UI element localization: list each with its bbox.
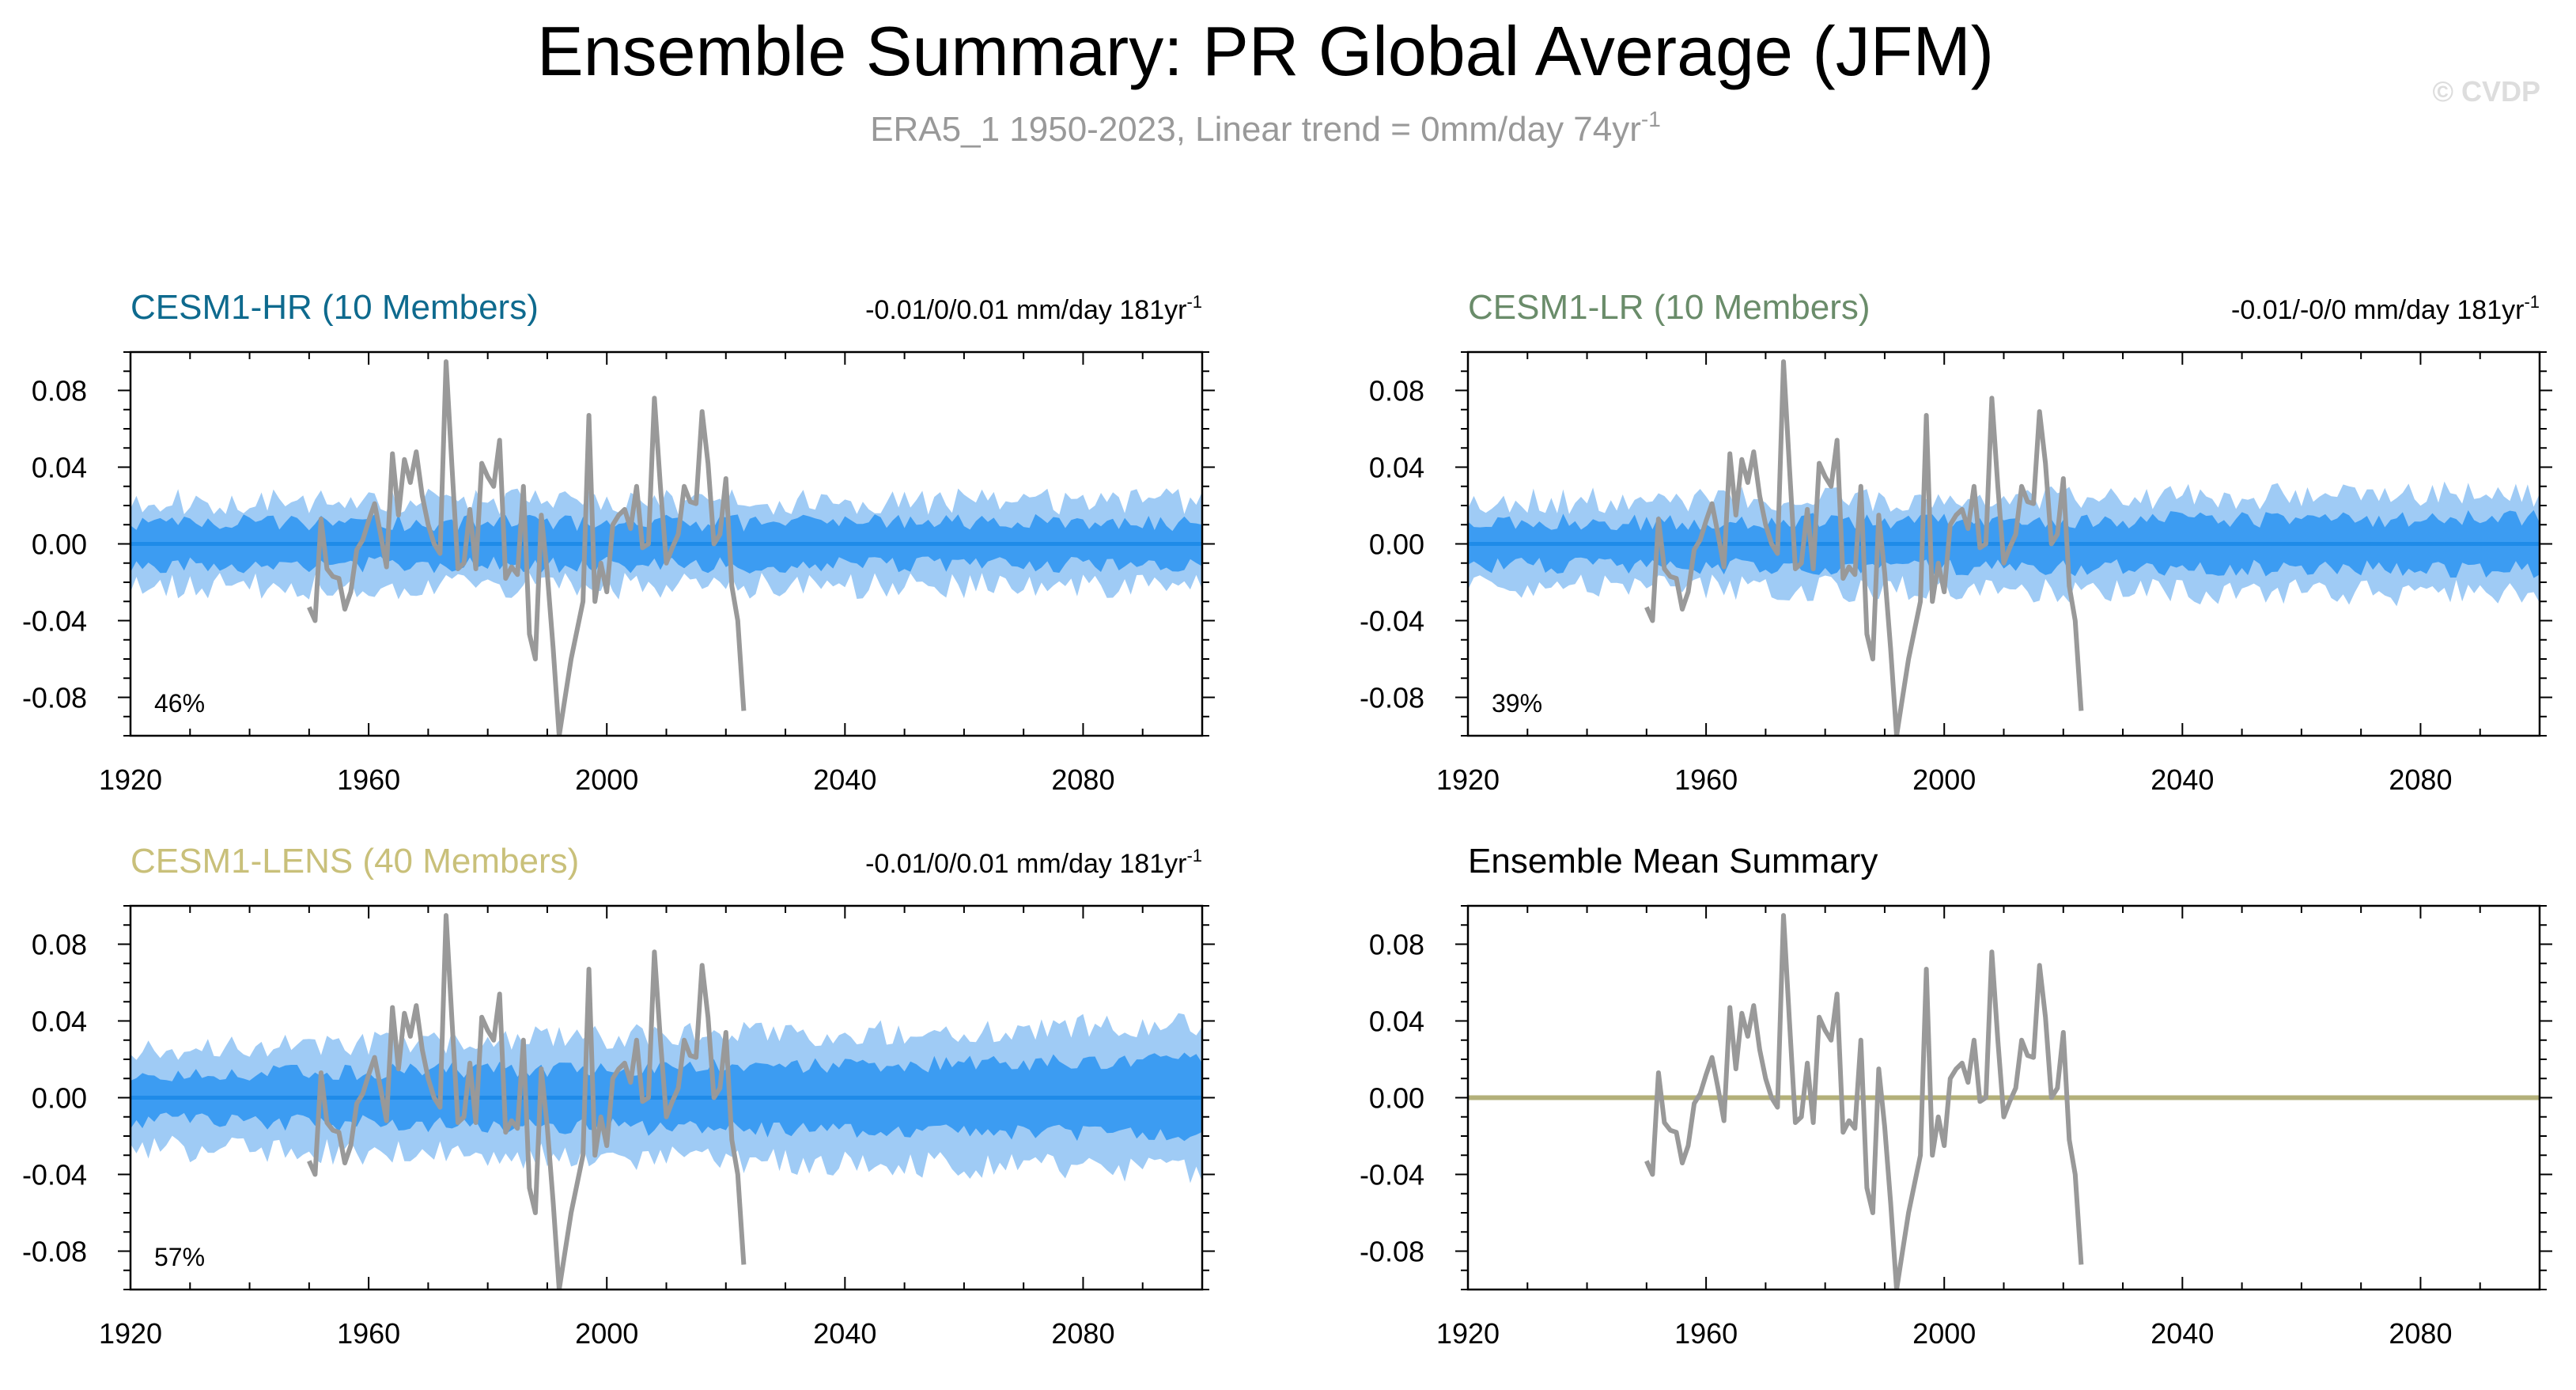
percent-label: 39% (1492, 689, 1542, 718)
x-tick-label: 2080 (2389, 1317, 2452, 1350)
percent-label: 57% (154, 1243, 205, 1271)
x-tick-label: 2000 (1912, 763, 1976, 796)
y-tick-label: 0.04 (1369, 1006, 1424, 1038)
x-tick-label: 1960 (337, 1317, 400, 1350)
observations-line (1644, 913, 2084, 1290)
x-tick-label: 1920 (99, 1317, 162, 1350)
y-tick-label: -0.08 (1360, 682, 1424, 714)
panel-title: CESM1-LR (10 Members) (1468, 288, 1871, 327)
x-tick-label: 2000 (1912, 1317, 1976, 1350)
observations-line (1644, 359, 2084, 736)
y-tick-label: 0.08 (32, 375, 87, 407)
watermark: © CVDP (2432, 75, 2540, 108)
y-tick-label: -0.08 (1360, 1236, 1424, 1268)
x-tick-label: 1960 (1674, 763, 1738, 796)
x-tick-label: 2040 (2150, 763, 2214, 796)
y-tick-label: -0.08 (22, 1236, 87, 1268)
x-tick-label: 2000 (575, 1317, 638, 1350)
panel-title: Ensemble Mean Summary (1468, 842, 1878, 881)
figure-title: Ensemble Summary: PR Global Average (JFM… (537, 12, 1994, 90)
y-tick-label: -0.04 (22, 605, 87, 638)
panel-trend-text: -0.01/0/0.01 mm/day 181yr-1 (865, 292, 1202, 325)
y-tick-label: -0.04 (22, 1159, 87, 1191)
x-tick-label: 2040 (813, 763, 876, 796)
panels: CESM1-HR (10 Members) -0.01/0/0.01 mm/day… (22, 288, 2552, 1350)
y-tick-label: 0.04 (32, 452, 87, 484)
x-tick-label: 1920 (99, 763, 162, 796)
y-tick-label: 0.04 (32, 1006, 87, 1038)
x-tick-label: 2000 (575, 763, 638, 796)
y-tick-label: 0.00 (32, 1082, 87, 1115)
figure-subtitle: ERA5_1 1950-2023, Linear trend = 0mm/day… (870, 107, 1661, 149)
panel-1: CESM1-HR (10 Members) -0.01/0/0.01 mm/day… (22, 288, 1215, 796)
x-tick-label: 1920 (1436, 763, 1500, 796)
y-tick-label: 0.08 (1369, 375, 1424, 407)
panel-title: CESM1-HR (10 Members) (131, 288, 539, 327)
y-tick-label: 0.08 (32, 929, 87, 961)
panel-4: Ensemble Mean Summary 1920 1960 2000 2040 208… (1360, 842, 2552, 1350)
percent-label: 46% (154, 689, 205, 718)
y-tick-label: -0.04 (1360, 605, 1424, 638)
x-tick-label: 2080 (1051, 1317, 1114, 1350)
y-tick-label: -0.04 (1360, 1159, 1424, 1191)
panel-trend-text: -0.01/0/0.01 mm/day 181yr-1 (865, 846, 1202, 879)
x-tick-label: 2080 (1051, 763, 1114, 796)
panel-2: CESM1-LR (10 Members) -0.01/-0/0 mm/day 1… (1360, 288, 2552, 796)
x-tick-label: 2040 (2150, 1317, 2214, 1350)
observations-line (307, 359, 747, 736)
panel-trend-text: -0.01/-0/0 mm/day 181yr-1 (2231, 292, 2540, 325)
y-tick-label: 0.00 (1369, 1082, 1424, 1115)
x-tick-label: 2040 (813, 1317, 876, 1350)
observations-line (307, 913, 747, 1290)
x-tick-label: 1920 (1436, 1317, 1500, 1350)
panel-3: CESM1-LENS (40 Members) -0.01/0/0.01 mm/d… (22, 842, 1215, 1350)
panel-title: CESM1-LENS (40 Members) (131, 842, 579, 881)
y-tick-label: -0.08 (22, 682, 87, 714)
y-tick-label: 0.00 (1369, 528, 1424, 561)
x-tick-label: 2080 (2389, 763, 2452, 796)
y-tick-label: 0.00 (32, 528, 87, 561)
y-tick-label: 0.08 (1369, 929, 1424, 961)
x-tick-label: 1960 (1674, 1317, 1738, 1350)
y-tick-label: 0.04 (1369, 452, 1424, 484)
x-tick-label: 1960 (337, 763, 400, 796)
